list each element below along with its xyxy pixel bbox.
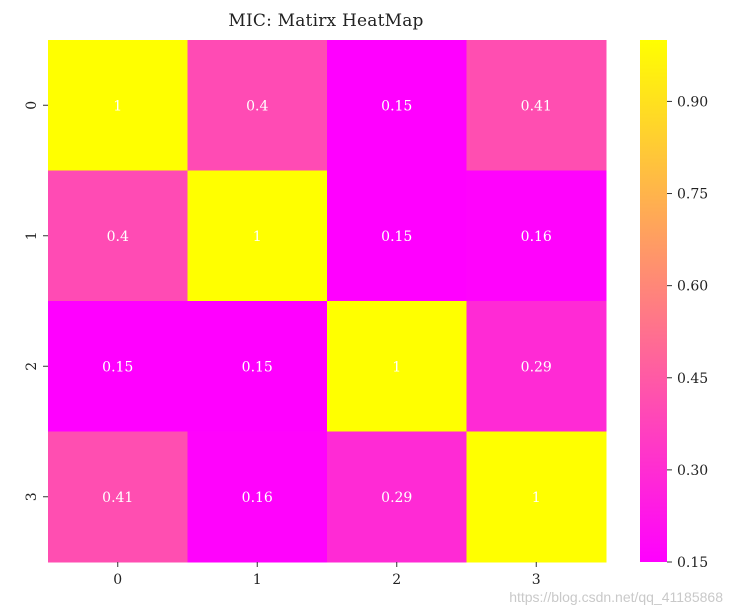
cell-label-0-3: 0.41 <box>521 98 552 114</box>
colorbar-tick-label-0: 0.15 <box>677 555 708 571</box>
heatmap-cell-0-0 <box>48 40 188 171</box>
heatmap-cell-3-0 <box>48 431 188 563</box>
cell-label-3-3: 1 <box>532 490 541 506</box>
cell-label-3-2: 0.29 <box>381 490 412 506</box>
cell-label-1-2: 0.15 <box>381 229 412 245</box>
colorbar-tick-label-5: 0.90 <box>677 94 708 110</box>
cell-label-1-1: 1 <box>253 229 262 245</box>
heatmap-cell-1-0 <box>48 170 188 302</box>
heatmap-cell-3-3 <box>466 431 607 563</box>
chart-title: MIC: Matirx HeatMap <box>228 11 424 31</box>
y-tick-label-1: 1 <box>24 231 40 240</box>
cell-label-2-3: 0.29 <box>521 359 552 375</box>
cell-annotations: 1 0.4 0.15 0.410.4 1 0.15 0.160.15 0.15 1 0.290.4… <box>102 98 552 506</box>
x-tick-label-2: 2 <box>392 572 401 588</box>
heatmap-cells <box>48 40 607 563</box>
cell-label-0-2: 0.15 <box>381 98 412 114</box>
y-tick-label-2: 2 <box>24 362 40 371</box>
heatmap-cell-2-2 <box>327 301 467 432</box>
x-tick-label-3: 3 <box>532 572 541 588</box>
heatmap-cell-2-1 <box>187 301 328 432</box>
heatmap-cell-1-2 <box>327 170 467 302</box>
cell-label-2-2: 1 <box>392 359 401 375</box>
y-tick-label-3: 3 <box>24 492 40 501</box>
colorbar-tick-label-1: 0.30 <box>677 463 708 479</box>
cell-label-2-0: 0.15 <box>102 359 133 375</box>
y-tick-label-0: 0 <box>24 101 40 110</box>
cell-label-1-0: 0.4 <box>107 229 129 245</box>
cell-label-3-0: 0.41 <box>102 490 133 506</box>
colorbar: 0.15 0.30 0.45 0.60 0.75 0.90 <box>640 40 708 571</box>
heatmap-cell-1-1 <box>187 170 328 302</box>
heatmap-cell-1-3 <box>466 170 607 302</box>
cell-label-2-1: 0.15 <box>242 359 273 375</box>
x-tick-label-1: 1 <box>253 572 262 588</box>
heatmap-cell-0-2 <box>327 40 467 171</box>
colorbar-gradient <box>640 40 667 562</box>
heatmap-cell-3-2 <box>327 431 467 563</box>
colorbar-tick-label-4: 0.75 <box>677 187 708 203</box>
colorbar-tick-label-3: 0.60 <box>677 279 708 295</box>
heatmap-cell-2-0 <box>48 301 188 432</box>
watermark-text: https://blog.csdn.net/qq_41185868 <box>509 589 723 605</box>
colorbar-tick-label-2: 0.45 <box>677 371 708 387</box>
cell-label-0-1: 0.4 <box>246 98 268 114</box>
heatmap-cell-2-3 <box>466 301 607 432</box>
cell-label-0-0: 1 <box>113 98 122 114</box>
heatmap-cell-0-1 <box>187 40 328 171</box>
heatmap-cell-0-3 <box>466 40 607 171</box>
cell-label-3-1: 0.16 <box>242 490 273 506</box>
cell-label-1-3: 0.16 <box>521 229 552 245</box>
heatmap-axes: 0 1 2 3 0 1 2 3 <box>24 101 541 588</box>
x-tick-label-0: 0 <box>113 572 122 588</box>
heatmap-cell-3-1 <box>187 431 328 563</box>
